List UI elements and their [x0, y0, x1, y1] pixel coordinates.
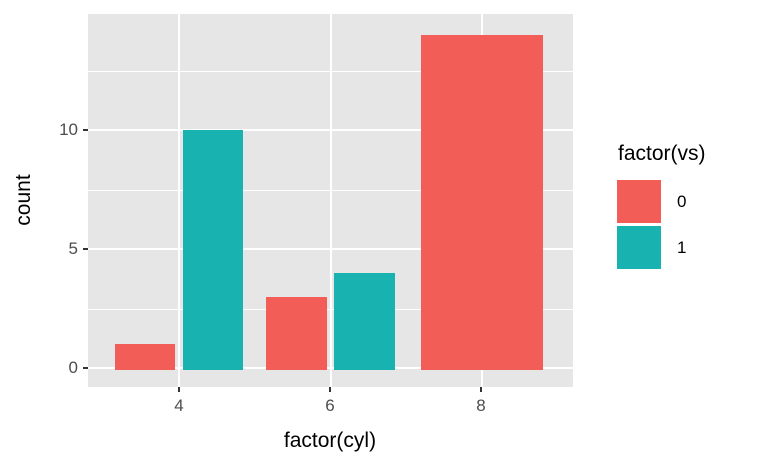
legend-label-vs1: 1: [677, 237, 687, 257]
bar-cyl8-vs0: [421, 35, 543, 370]
x-tick-mark-4: [178, 387, 180, 392]
y-axis-title: count: [12, 174, 35, 226]
y-tick-label-5: 5: [68, 239, 78, 258]
bar-cyl4-vs1: [182, 130, 244, 370]
bars-layer: [88, 14, 573, 387]
y-tick-label-10: 10: [59, 120, 78, 139]
x-tick-label-4: 4: [174, 396, 184, 415]
legend-label-vs0: 0: [677, 191, 687, 211]
x-tick-mark-8: [480, 387, 482, 392]
legend-item-vs0: 0: [617, 180, 706, 223]
y-tick-mark-10: [83, 129, 88, 131]
x-axis-title: factor(cyl): [283, 429, 377, 452]
bar-cyl6-vs1: [334, 272, 395, 370]
legend: factor(vs) 0 1: [617, 142, 706, 272]
plot-panel: [88, 14, 573, 387]
legend-key-swatch-vs0: [617, 180, 661, 223]
bar-cyl4-vs0: [114, 344, 176, 370]
bar-cyl6-vs0: [266, 296, 327, 370]
x-tick-mark-6: [329, 387, 331, 392]
gridline-major-x6: [330, 14, 332, 387]
y-tick-label-0: 0: [68, 358, 78, 377]
y-tick-mark-0: [83, 367, 88, 369]
legend-key-swatch-vs1: [617, 226, 661, 269]
x-tick-label-8: 8: [476, 396, 486, 415]
x-tick-label-6: 6: [325, 396, 335, 415]
y-tick-mark-5: [83, 248, 88, 250]
legend-item-vs1: 1: [617, 226, 706, 269]
gridline-major-x4: [178, 14, 180, 387]
legend-title: factor(vs): [618, 142, 706, 165]
